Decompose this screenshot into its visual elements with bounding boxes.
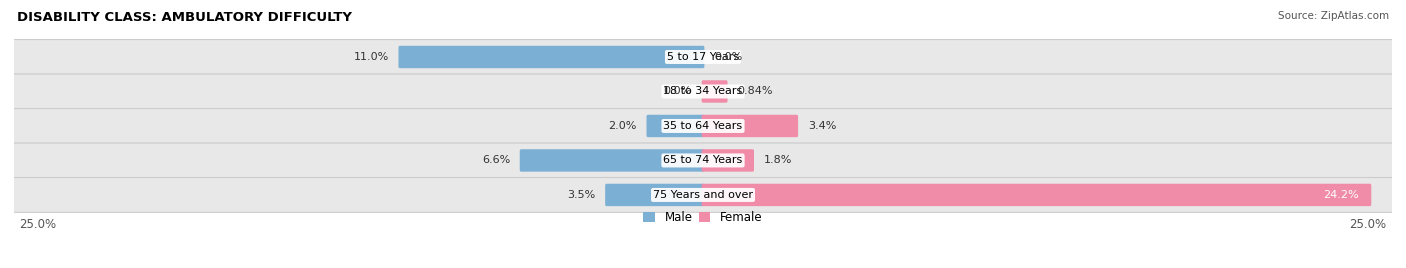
FancyBboxPatch shape: [11, 40, 1395, 75]
Legend: Male, Female: Male, Female: [638, 206, 768, 229]
Text: Source: ZipAtlas.com: Source: ZipAtlas.com: [1278, 11, 1389, 21]
FancyBboxPatch shape: [11, 109, 1395, 143]
FancyBboxPatch shape: [702, 149, 754, 172]
Text: 3.4%: 3.4%: [807, 121, 837, 131]
Text: 2.0%: 2.0%: [609, 121, 637, 131]
FancyBboxPatch shape: [702, 80, 727, 103]
FancyBboxPatch shape: [647, 115, 704, 137]
FancyBboxPatch shape: [11, 74, 1395, 109]
FancyBboxPatch shape: [11, 143, 1395, 178]
Text: 0.0%: 0.0%: [714, 52, 742, 62]
FancyBboxPatch shape: [398, 46, 704, 68]
FancyBboxPatch shape: [702, 184, 1371, 206]
Text: 35 to 64 Years: 35 to 64 Years: [664, 121, 742, 131]
Text: 25.0%: 25.0%: [1350, 218, 1386, 231]
Text: 6.6%: 6.6%: [482, 155, 510, 165]
Text: 0.0%: 0.0%: [664, 87, 692, 96]
FancyBboxPatch shape: [11, 177, 1395, 212]
Text: 65 to 74 Years: 65 to 74 Years: [664, 155, 742, 165]
FancyBboxPatch shape: [520, 149, 704, 172]
Text: 1.8%: 1.8%: [763, 155, 792, 165]
Text: 11.0%: 11.0%: [353, 52, 389, 62]
Text: 18 to 34 Years: 18 to 34 Years: [664, 87, 742, 96]
Text: 5 to 17 Years: 5 to 17 Years: [666, 52, 740, 62]
Text: 25.0%: 25.0%: [20, 218, 56, 231]
Text: 3.5%: 3.5%: [567, 190, 596, 200]
Text: 75 Years and over: 75 Years and over: [652, 190, 754, 200]
FancyBboxPatch shape: [702, 115, 799, 137]
Text: 24.2%: 24.2%: [1323, 190, 1358, 200]
Text: 0.84%: 0.84%: [737, 87, 773, 96]
FancyBboxPatch shape: [605, 184, 704, 206]
Text: DISABILITY CLASS: AMBULATORY DIFFICULTY: DISABILITY CLASS: AMBULATORY DIFFICULTY: [17, 11, 352, 24]
